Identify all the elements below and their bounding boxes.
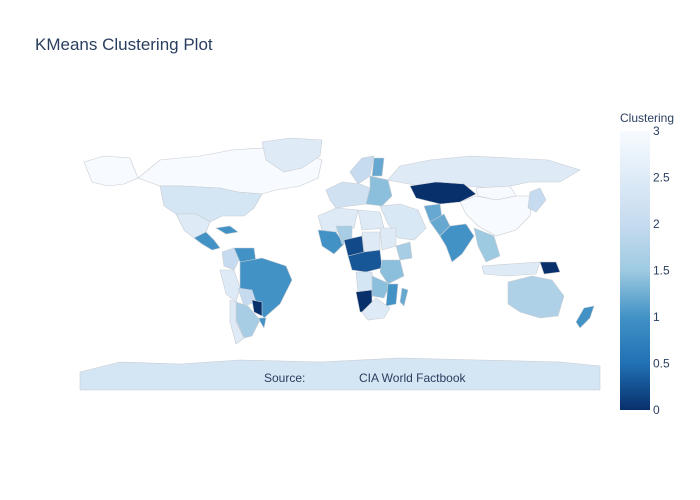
region-australia[interactable]	[507, 275, 565, 319]
region-china[interactable]	[459, 195, 533, 237]
region-sudan[interactable]	[379, 227, 397, 251]
colorbar-tick-label: 3	[653, 124, 660, 138]
region-paraguay[interactable]	[251, 299, 263, 317]
region-papua-new-guinea[interactable]	[539, 261, 561, 275]
region-japan[interactable]	[527, 187, 547, 213]
region-india[interactable]	[439, 223, 475, 263]
colorbar-tick-label: 1.5	[653, 264, 670, 278]
region-new-zealand[interactable]	[575, 305, 595, 329]
colorbar-title: Clustering	[620, 111, 674, 125]
region-libya[interactable]	[357, 209, 385, 231]
colorbar-tick-label: 2.5	[653, 171, 670, 185]
region-greenland[interactable]	[261, 137, 323, 173]
colorbar-gradient	[620, 131, 650, 410]
colorbar-tick-label: 0.5	[653, 357, 670, 371]
colorbar-tick-label: 1	[653, 310, 660, 324]
region-madagascar[interactable]	[399, 287, 409, 307]
region-central-america[interactable]	[193, 231, 221, 251]
region-zambia[interactable]	[371, 275, 391, 299]
region-kazakhstan[interactable]	[409, 181, 477, 205]
region-ethiopia[interactable]	[395, 241, 413, 261]
region-east-africa[interactable]	[379, 259, 405, 285]
region-colombia[interactable]	[221, 247, 241, 271]
region-alaska[interactable]	[83, 155, 139, 187]
region-cuba[interactable]	[215, 225, 239, 235]
region-finland[interactable]	[371, 157, 385, 177]
region-antarctica[interactable]	[79, 357, 601, 391]
region-mozambique[interactable]	[385, 283, 399, 307]
colorbar-tick-label: 0	[653, 403, 660, 417]
map-regions	[79, 137, 601, 391]
region-chad[interactable]	[361, 231, 381, 253]
region-angola[interactable]	[355, 271, 375, 293]
region-southeast-asia[interactable]	[473, 227, 501, 263]
region-scandinavia[interactable]	[349, 155, 375, 185]
colorbar-ticks: 0 0.5 1 1.5 2 2.5 3	[653, 124, 670, 417]
colorbar-tick-label: 2	[653, 217, 660, 231]
source-value: CIA World Factbook	[359, 371, 466, 385]
region-indonesia[interactable]	[481, 261, 541, 277]
region-chile[interactable]	[229, 299, 245, 345]
source-label: Source:	[264, 371, 305, 385]
chart-title: KMeans Clustering Plot	[35, 35, 213, 54]
region-peru[interactable]	[219, 269, 241, 303]
region-west-africa[interactable]	[317, 229, 345, 255]
region-middle-east[interactable]	[379, 203, 427, 241]
region-south-africa[interactable]	[361, 297, 391, 321]
colorbar: Clustering 0 0.5 1 1.5 2 2.5 3	[620, 111, 674, 417]
